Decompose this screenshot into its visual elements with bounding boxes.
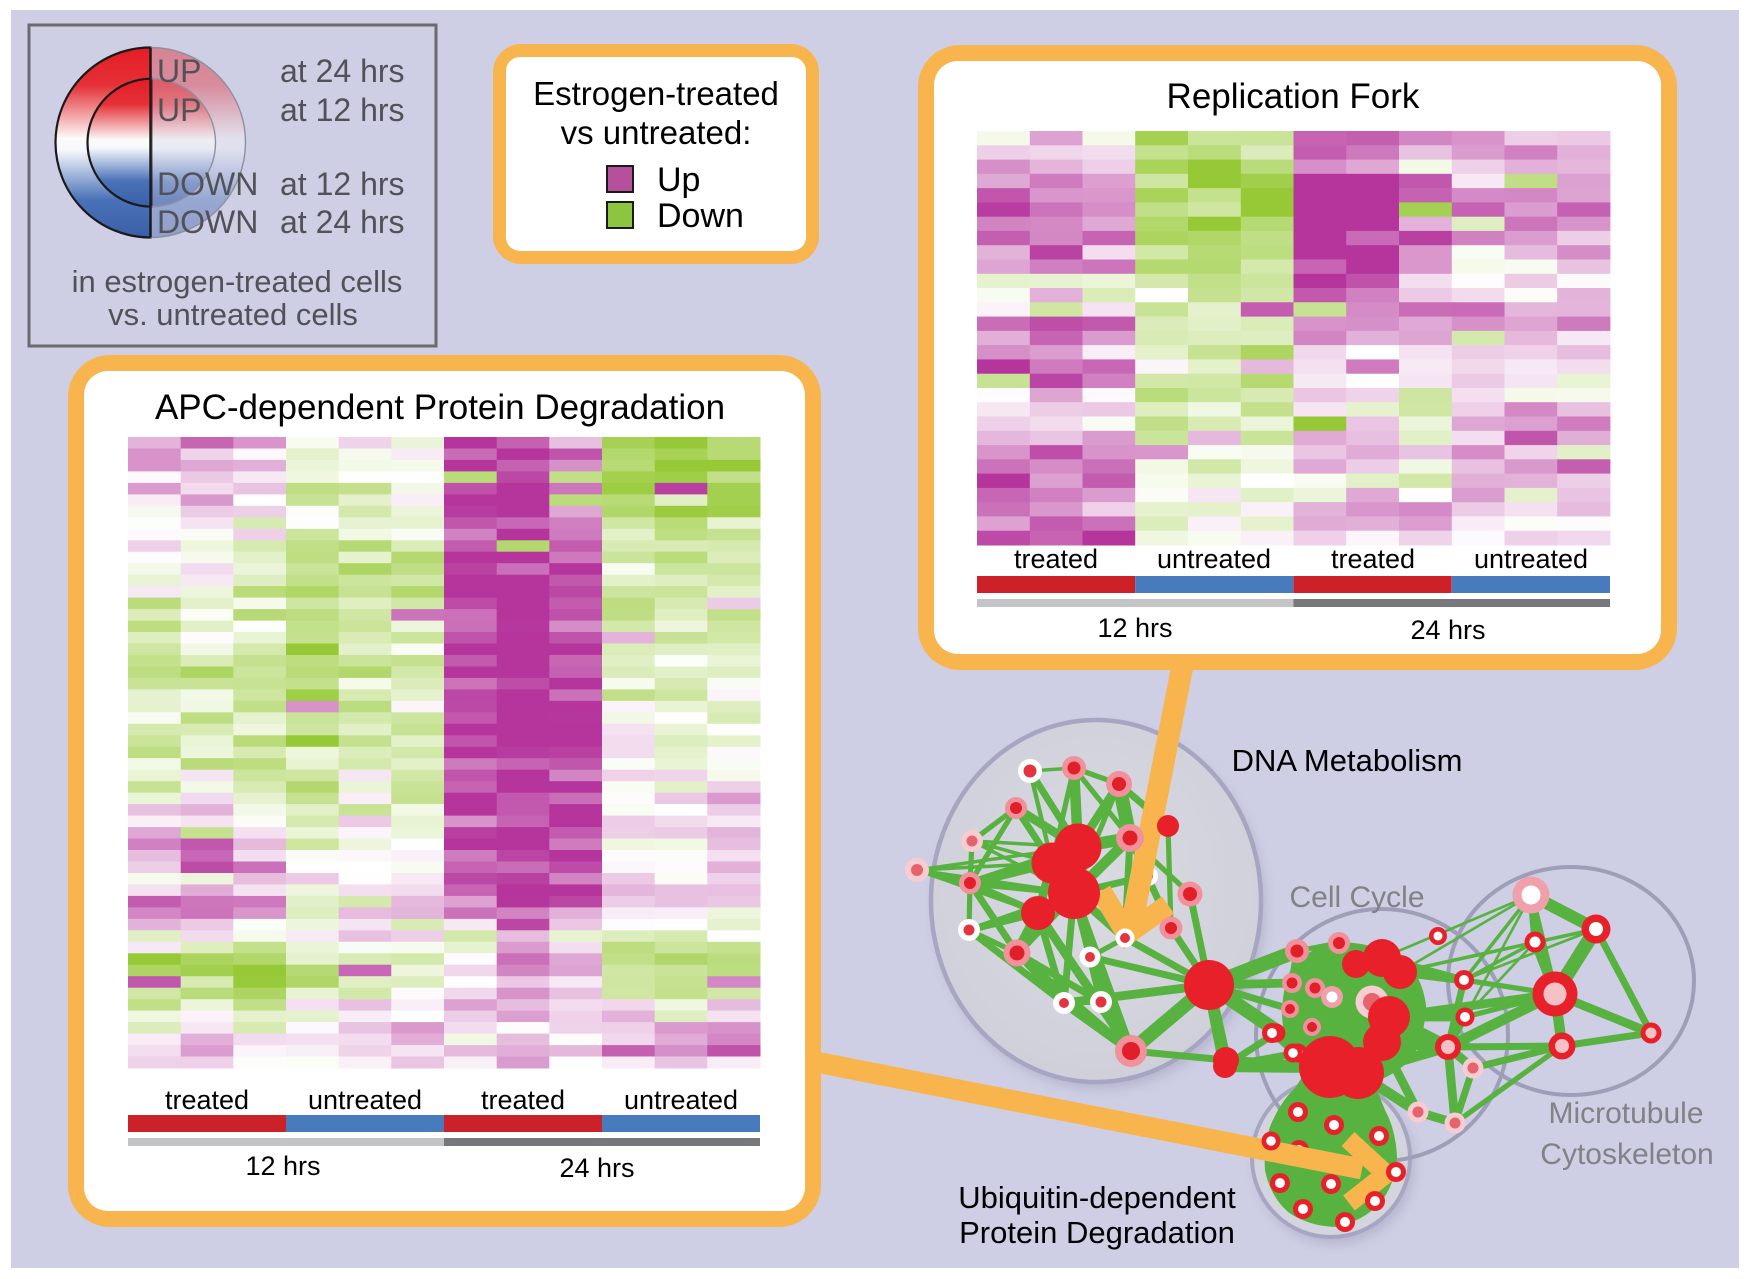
- svg-text:treated: treated: [1014, 544, 1098, 574]
- svg-text:DOWN: DOWN: [157, 166, 258, 202]
- svg-text:treated: treated: [165, 1085, 249, 1115]
- svg-text:at 24 hrs: at 24 hrs: [280, 204, 405, 240]
- svg-text:Cytoskeleton: Cytoskeleton: [1540, 1138, 1713, 1171]
- svg-text:Microtubule: Microtubule: [1548, 1097, 1703, 1130]
- svg-text:at 12 hrs: at 12 hrs: [280, 92, 405, 128]
- svg-text:at 12 hrs: at 12 hrs: [280, 166, 405, 202]
- svg-text:UP: UP: [157, 53, 201, 89]
- svg-text:Estrogen-treated: Estrogen-treated: [533, 75, 779, 112]
- svg-text:DOWN: DOWN: [157, 204, 258, 240]
- svg-text:vs. untreated cells: vs. untreated cells: [108, 297, 358, 332]
- svg-text:in estrogen-treated cells: in estrogen-treated cells: [72, 264, 403, 299]
- svg-text:12 hrs: 12 hrs: [245, 1151, 320, 1181]
- svg-text:Protein Degradation: Protein Degradation: [959, 1215, 1235, 1250]
- svg-text:24 hrs: 24 hrs: [559, 1153, 634, 1183]
- svg-text:DNA Metabolism: DNA Metabolism: [1232, 743, 1463, 778]
- svg-text:Replication Fork: Replication Fork: [1167, 77, 1420, 116]
- svg-text:12 hrs: 12 hrs: [1097, 613, 1172, 643]
- svg-text:Ubiquitin-dependent: Ubiquitin-dependent: [958, 1180, 1236, 1215]
- svg-text:treated: treated: [1331, 544, 1415, 574]
- svg-text:24 hrs: 24 hrs: [1410, 615, 1485, 645]
- svg-text:Up: Up: [657, 161, 700, 199]
- svg-text:untreated: untreated: [308, 1085, 422, 1115]
- svg-text:untreated: untreated: [1157, 544, 1271, 574]
- svg-text:Down: Down: [657, 197, 744, 235]
- svg-text:APC-dependent Protein Degradat: APC-dependent Protein Degradation: [155, 388, 725, 427]
- svg-text:treated: treated: [481, 1085, 565, 1115]
- svg-text:untreated: untreated: [624, 1085, 738, 1115]
- svg-text:at 24 hrs: at 24 hrs: [280, 53, 405, 89]
- svg-text:untreated: untreated: [1474, 544, 1588, 574]
- svg-text:Cell Cycle: Cell Cycle: [1289, 881, 1424, 914]
- svg-text:vs untreated:: vs untreated:: [561, 114, 752, 151]
- svg-text:UP: UP: [157, 92, 201, 128]
